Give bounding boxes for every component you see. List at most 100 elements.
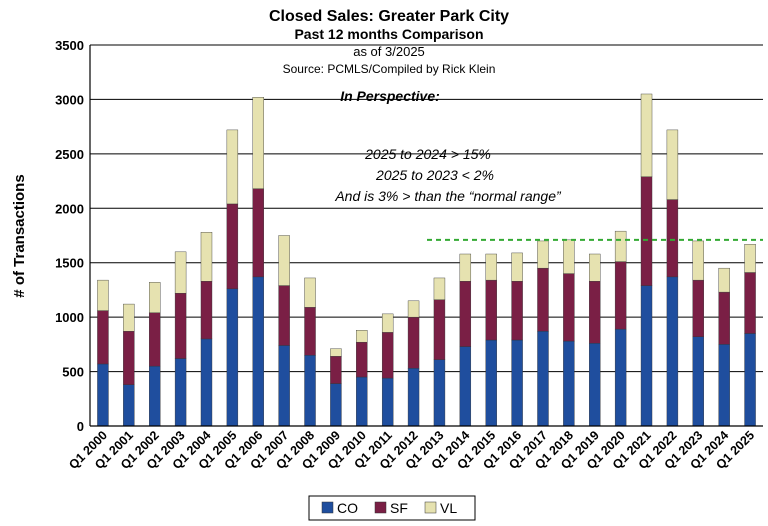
bar-co-q1-2013 (433, 359, 446, 427)
bar-sf-q1-2023 (692, 279, 704, 337)
bar-co-q1-2020 (614, 328, 627, 427)
y-tick-label: 2500 (55, 147, 84, 162)
legend-swatch-co (321, 501, 334, 514)
bar-sf-q1-2011 (381, 332, 394, 379)
bar-sf-q1-2014 (459, 281, 472, 347)
bar-vl-q1-2007 (278, 235, 290, 286)
bar-co-q1-2014 (459, 346, 472, 427)
bar-vl-q1-2008 (304, 277, 316, 308)
bar-sf-q1-2022 (666, 199, 679, 278)
legend-box (308, 495, 476, 521)
bar-sf-q1-2002 (149, 312, 161, 367)
bar-co-q1-2005 (226, 288, 239, 427)
bars (97, 93, 756, 427)
bar-co-q1-2012 (407, 368, 420, 427)
bar-vl-q1-2015 (485, 253, 497, 281)
bar-vl-q1-2024 (718, 267, 730, 293)
bar-vl-q1-2003 (174, 251, 187, 294)
bar-co-q1-2008 (304, 355, 316, 427)
bar-sf-q1-2004 (200, 281, 213, 340)
legend-label-co: CO (337, 500, 358, 516)
bar-vl-q1-2022 (666, 129, 679, 200)
y-tick-label: 3000 (55, 92, 84, 107)
legend: CO SF VL (308, 495, 476, 521)
bar-vl-q1-2004 (200, 232, 213, 282)
bar-sf-q1-2021 (640, 176, 653, 286)
bar-vl-q1-2005 (226, 129, 239, 205)
y-tick-label: 0 (77, 419, 84, 434)
bar-vl-q1-2009 (330, 348, 342, 357)
bar-vl-q1-2019 (589, 253, 601, 282)
bar-co-q1-2021 (640, 285, 653, 427)
annotation-heading: In Perspective: (340, 88, 440, 104)
bar-co-q1-2015 (485, 339, 497, 427)
legend-label-sf: SF (390, 500, 408, 516)
bar-vl-q1-2025 (744, 244, 756, 273)
bar-vl-q1-2021 (640, 93, 653, 177)
bar-sf-q1-2003 (174, 292, 187, 359)
annotation-line-2: 2025 to 2023 < 2% (375, 167, 494, 183)
y-tick-label: 3500 (55, 38, 84, 53)
bar-vl-q1-2000 (97, 279, 109, 311)
bar-co-q1-2018 (563, 340, 575, 427)
bar-sf-q1-2006 (252, 188, 264, 278)
bar-vl-q1-2020 (614, 230, 627, 262)
bar-vl-q1-2014 (459, 253, 472, 282)
bar-sf-q1-2016 (511, 281, 523, 341)
bar-sf-q1-2013 (433, 299, 446, 360)
bar-vl-q1-2013 (433, 277, 446, 300)
y-tick-label: 2000 (55, 201, 84, 216)
chart-date-note: as of 3/2025 (353, 44, 425, 59)
y-tick-label: 1000 (55, 310, 84, 325)
bar-sf-q1-2007 (278, 285, 290, 346)
legend-swatch-vl (424, 501, 437, 514)
chart-subtitle: Past 12 months Comparison (294, 26, 483, 42)
bar-sf-q1-2017 (537, 267, 549, 332)
bar-co-q1-2019 (589, 343, 601, 427)
bar-sf-q1-2005 (226, 203, 239, 290)
bar-sf-q1-2015 (485, 279, 497, 341)
chart-title: Closed Sales: Greater Park City (269, 8, 509, 25)
bar-sf-q1-2024 (718, 291, 730, 345)
bar-co-q1-2023 (692, 336, 704, 427)
chart-source: Source: PCMLS/Compiled by Rick Klein (283, 62, 496, 76)
bar-co-q1-2007 (278, 345, 290, 427)
bar-co-q1-2016 (511, 339, 523, 427)
bar-vl-q1-2002 (149, 282, 161, 313)
y-tick-label: 1500 (55, 256, 84, 271)
annotation-line-1: 2025 to 2024 > 15% (364, 146, 491, 162)
y-axis-label: # of Transactions (11, 174, 28, 297)
bar-vl-q1-2023 (692, 240, 704, 281)
bar-sf-q1-2019 (589, 281, 601, 344)
bar-sf-q1-2020 (614, 261, 627, 330)
bar-co-q1-2001 (123, 384, 135, 427)
bar-vl-q1-2001 (123, 303, 135, 332)
y-tick-labels: 0 500 1000 1500 2000 2500 3000 3500 (55, 38, 84, 434)
bar-vl-q1-2017 (537, 240, 549, 269)
bar-co-q1-2000 (97, 363, 109, 427)
bar-vl-q1-2011 (381, 313, 394, 333)
bar-co-q1-2004 (200, 338, 213, 427)
bar-co-q1-2011 (381, 377, 394, 427)
bar-co-q1-2017 (537, 331, 549, 427)
bar-co-q1-2025 (744, 333, 756, 427)
bar-co-q1-2002 (149, 365, 161, 427)
bar-co-q1-2022 (666, 276, 679, 427)
bar-vl-q1-2016 (511, 252, 523, 282)
bar-vl-q1-2010 (356, 330, 368, 343)
annotation-line-3: And is 3% > than the “normal range” (334, 188, 562, 204)
bar-co-q1-2010 (356, 376, 368, 427)
bar-co-q1-2006 (252, 276, 264, 427)
legend-swatch-sf (374, 501, 387, 514)
bar-sf-q1-2010 (356, 341, 368, 378)
bar-sf-q1-2012 (407, 316, 420, 369)
bar-sf-q1-2000 (97, 310, 109, 365)
bar-co-q1-2003 (174, 358, 187, 427)
bar-vl-q1-2012 (407, 300, 420, 318)
bar-co-q1-2009 (330, 383, 342, 427)
bar-sf-q1-2008 (304, 307, 316, 356)
axes (89, 45, 763, 427)
bar-co-q1-2024 (718, 344, 730, 427)
